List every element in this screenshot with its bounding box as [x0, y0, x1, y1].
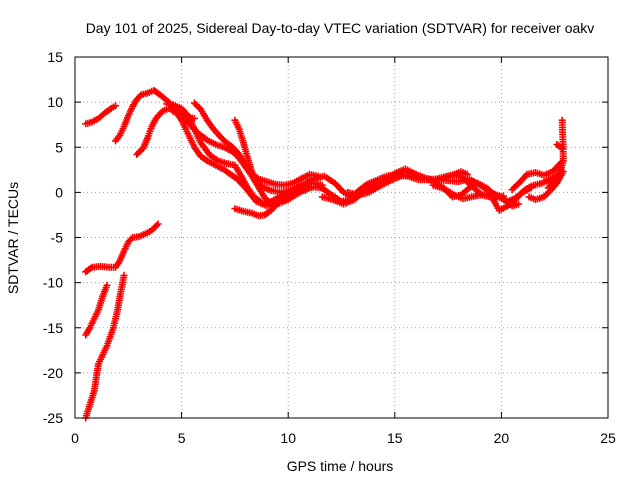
data-points: [82, 86, 567, 422]
data-point-markers: [508, 159, 565, 194]
x-tick-label: 0: [71, 430, 79, 446]
tick-labels: 0 5 10 15 20 25 -25 -20 -15 -10 -5 0 5 10 15: [43, 49, 616, 446]
data-point-markers: [82, 281, 111, 339]
chart-title: Day 101 of 2025, Sidereal Day-to-day VTE…: [86, 20, 595, 36]
series-track-01: [82, 102, 119, 128]
series-track-20: [544, 148, 567, 192]
series-track-17: [487, 172, 561, 214]
y-tick-label: -5: [51, 230, 64, 246]
y-axis-label: SDTVAR / TECUs: [5, 182, 21, 294]
y-tick-label: -25: [43, 410, 63, 426]
data-point-markers: [231, 116, 356, 201]
data-point-markers: [82, 102, 119, 128]
data-point-markers: [525, 168, 567, 204]
y-tick-label: 15: [47, 49, 63, 65]
series-track-19: [525, 168, 567, 204]
series-track-03: [82, 281, 111, 339]
y-tick-label: -10: [43, 275, 63, 291]
series-track-18: [508, 159, 565, 194]
grid-lines: [75, 57, 608, 418]
series-track-21: [553, 116, 567, 153]
data-point-markers: [231, 186, 309, 220]
x-tick-label: 5: [178, 430, 186, 446]
data-point-markers: [487, 172, 561, 214]
y-tick-label: 5: [55, 139, 63, 155]
x-tick-label: 20: [494, 430, 510, 446]
data-point-markers: [544, 148, 567, 192]
plot-frame: [74, 56, 609, 419]
y-tick-label: 10: [47, 94, 63, 110]
x-tick-label: 15: [387, 430, 403, 446]
x-tick-label: 10: [280, 430, 296, 446]
y-tick-label: -20: [43, 365, 63, 381]
series-track-04: [82, 220, 162, 276]
data-point-markers: [82, 220, 162, 276]
x-tick-label: 25: [600, 430, 616, 446]
series-track-10: [231, 116, 356, 201]
x-axis-label: GPS time / hours: [287, 458, 394, 474]
data-point-markers: [553, 116, 567, 153]
series-track-11: [231, 186, 309, 220]
y-tick-label: -15: [43, 320, 63, 336]
y-tick-label: 0: [55, 184, 63, 200]
